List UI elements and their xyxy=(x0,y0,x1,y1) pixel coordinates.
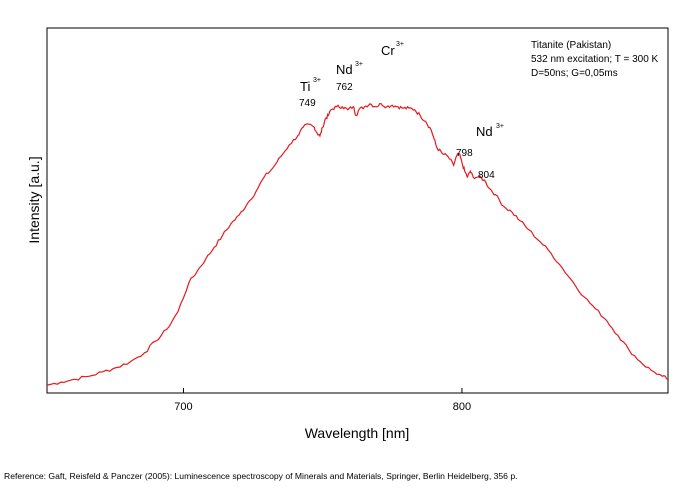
info-sample: Titanite (Pakistan) xyxy=(531,40,611,51)
ion-ti: Ti xyxy=(300,79,310,94)
info-box: Titanite (Pakistan) 532 nm excitation; T… xyxy=(531,40,659,79)
peak-label-762: 762 xyxy=(336,82,353,93)
charge-ti: 3+ xyxy=(313,77,321,84)
charge-nd-2: 3+ xyxy=(496,123,504,130)
peak-annotations: Ti 3+ 749 Nd 3+ 762 Cr 3+ Nd 3+ 798 804 xyxy=(299,41,504,181)
x-axis-label: Wavelength [nm] xyxy=(305,425,410,441)
peak-label-749: 749 xyxy=(299,98,316,109)
reference-note: Reference: Gaft, Reisfeld & Panczer (200… xyxy=(4,471,518,481)
info-excitation: 532 nm excitation; T = 300 K xyxy=(531,54,659,65)
y-axis-label: Intensity [a.u.] xyxy=(26,156,42,243)
x-axis-ticks: 700 800 xyxy=(174,388,471,413)
peak-label-798: 798 xyxy=(456,148,473,159)
plot-frame xyxy=(46,27,669,394)
spectrum-line xyxy=(46,102,669,386)
charge-cr: 3+ xyxy=(396,41,404,48)
charge-nd-1: 3+ xyxy=(355,61,363,68)
x-tick-label: 800 xyxy=(453,401,471,413)
spectrum-chart: 700 800 Wavelength [nm] Intensity [a.u.] … xyxy=(26,27,669,441)
ion-nd-2: Nd xyxy=(476,124,493,139)
ion-nd-1: Nd xyxy=(336,62,353,77)
info-gate: D=50ns; G=0,05ms xyxy=(531,68,618,79)
ion-cr: Cr xyxy=(381,43,395,58)
x-tick-label: 700 xyxy=(174,401,192,413)
peak-label-804: 804 xyxy=(478,170,495,181)
